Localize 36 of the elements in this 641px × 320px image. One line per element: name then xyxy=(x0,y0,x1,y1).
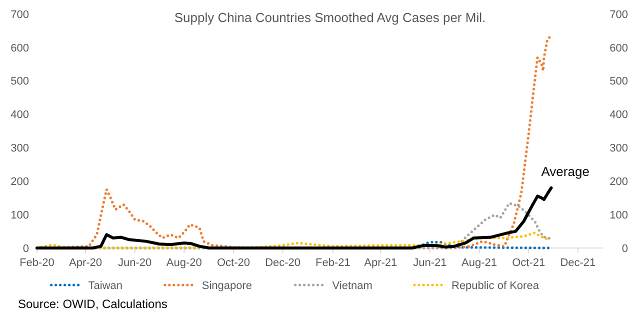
x-tick-label: Aug-21 xyxy=(462,257,498,269)
x-tick-label: Dec-21 xyxy=(560,257,596,269)
legend-label: Taiwan xyxy=(88,280,123,292)
y2-tick-label: 400 xyxy=(610,109,628,122)
x-tick-label: Apr-20 xyxy=(69,257,102,269)
y2-tick-label: 0 xyxy=(622,242,628,255)
y-tick-label: 600 xyxy=(10,42,29,54)
x-tick-label: Jun-20 xyxy=(118,257,152,269)
y2-tick-label: 300 xyxy=(610,142,628,155)
x-tick-label: Dec-20 xyxy=(265,257,301,269)
x-tick-label: Feb-21 xyxy=(316,257,350,269)
chart-title: Supply China Countries Smoothed Avg Cases per Mil. xyxy=(174,10,486,25)
x-tick-label: Jun-21 xyxy=(413,257,447,269)
y-tick-label: 300 xyxy=(10,142,29,155)
legend-label: Vietnam xyxy=(332,280,372,292)
y2-tick-label: 500 xyxy=(610,76,628,88)
x-tick-label: Apr-21 xyxy=(364,257,398,269)
series-label: Average xyxy=(541,164,590,179)
x-tick-label: Aug-20 xyxy=(166,257,202,269)
line-series xyxy=(36,186,553,250)
source-note: Source: OWID, Calculations xyxy=(18,297,168,311)
y-tick-label: 200 xyxy=(10,176,29,188)
y-tick-label: 700 xyxy=(10,8,29,21)
y-tick-label: 500 xyxy=(10,76,29,88)
y-tick-label: 0 xyxy=(22,242,29,255)
y2-tick-label: 200 xyxy=(610,176,628,188)
y-tick-label: 400 xyxy=(10,109,29,122)
y2-tick-label: 100 xyxy=(610,209,628,222)
legend-label: Singapore xyxy=(202,280,252,292)
y2-tick-label: 700 xyxy=(610,8,628,21)
y-tick-label: 100 xyxy=(10,209,29,222)
y2-tick-label: 600 xyxy=(610,42,628,54)
x-tick-label: Feb-20 xyxy=(20,257,54,269)
x-tick-label: Oct-21 xyxy=(512,257,546,269)
x-tick-label: Oct-20 xyxy=(216,257,250,269)
legend-label: Republic of Korea xyxy=(452,280,540,292)
